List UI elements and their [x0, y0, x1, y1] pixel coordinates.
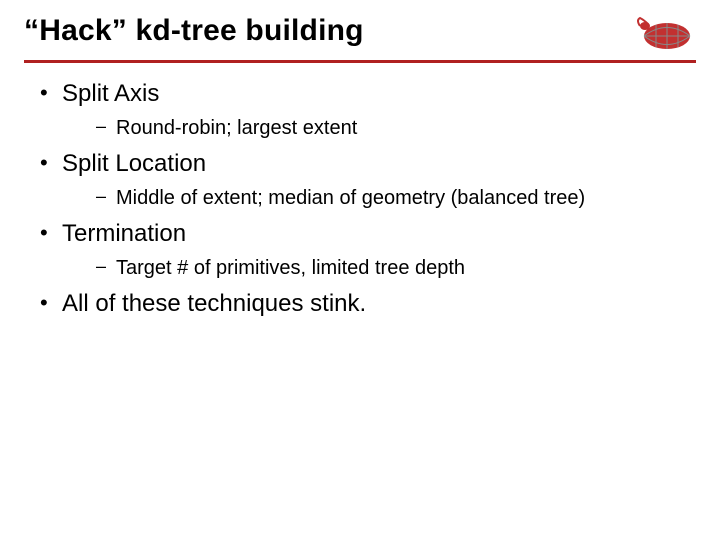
bullet-item: Split Location Middle of extent; median … — [44, 149, 696, 211]
sub-list: Round-robin; largest extent — [62, 115, 696, 141]
bullet-text: All of these techniques stink. — [62, 290, 366, 317]
bullet-text: Split Axis — [62, 80, 159, 107]
sub-bullet-text: Round-robin; largest extent — [116, 117, 357, 139]
sub-list: Middle of extent; median of geometry (ba… — [62, 185, 696, 211]
slide: “Hack” kd-tree building Split Axis — [0, 0, 720, 540]
sub-bullet-item: Target # of primitives, limited tree dep… — [98, 255, 696, 281]
sub-bullet-text: Target # of primitives, limited tree dep… — [116, 257, 465, 279]
sub-bullet-text: Middle of extent; median of geometry (ba… — [116, 187, 585, 209]
logo-icon — [634, 16, 696, 54]
sub-bullet-item: Round-robin; largest extent — [98, 115, 696, 141]
bullet-item: Split Axis Round-robin; largest extent — [44, 79, 696, 141]
bullet-list: Split Axis Round-robin; largest extent S… — [24, 79, 696, 319]
bullet-text: Split Location — [62, 150, 206, 177]
sub-list: Target # of primitives, limited tree dep… — [62, 255, 696, 281]
bullet-item: Termination Target # of primitives, limi… — [44, 219, 696, 281]
bullet-item: All of these techniques stink. — [44, 289, 696, 319]
bullet-text: Termination — [62, 220, 186, 247]
slide-title: “Hack” kd-tree building — [24, 14, 364, 48]
sub-bullet-item: Middle of extent; median of geometry (ba… — [98, 185, 696, 211]
slide-content: Split Axis Round-robin; largest extent S… — [24, 63, 696, 319]
header-row: “Hack” kd-tree building — [24, 14, 696, 60]
